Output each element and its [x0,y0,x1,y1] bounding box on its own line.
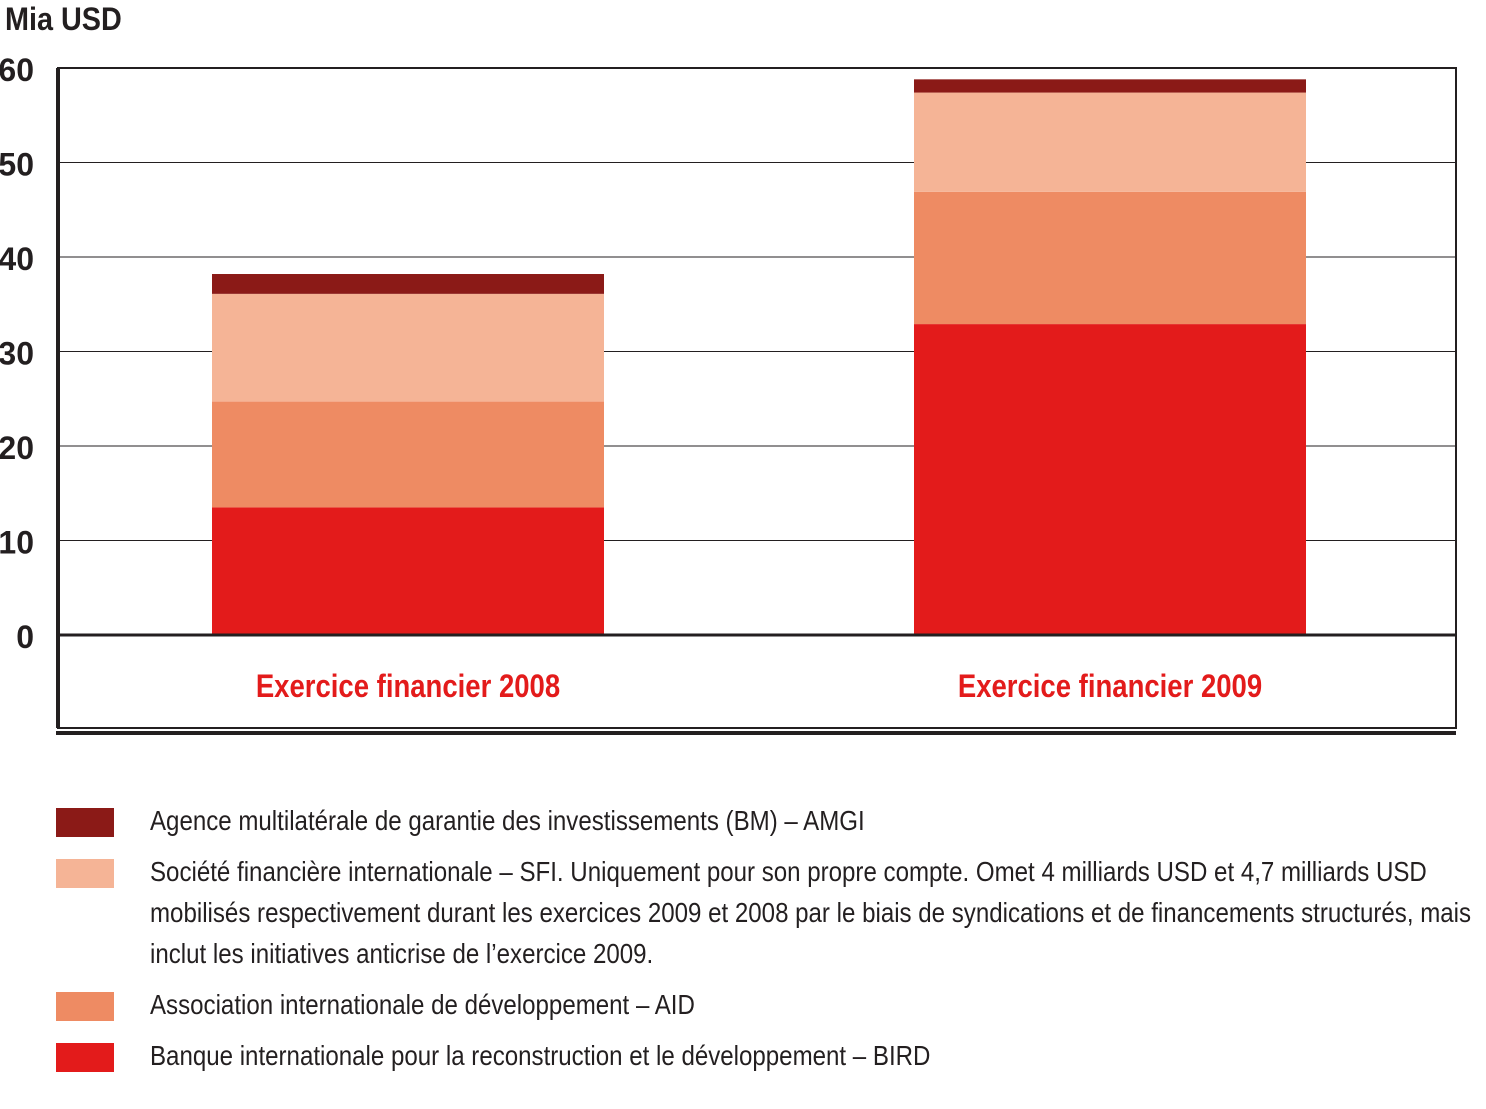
legend-item-aid: Association internationale de développem… [56,984,1476,1025]
y-tick-label: 20 [0,430,34,466]
bar-segment-1-2 [212,401,604,508]
bar-segment-2-2 [914,191,1306,325]
legend-item-amgi: Agence multilatérale de garantie des inv… [56,800,1476,841]
legend-label-bird: Banque internationale pour la reconstruc… [150,1040,931,1071]
category-label: Exercice financier 2009 [958,669,1262,704]
bar-segment-1-3 [212,293,604,402]
y-tick-label: 10 [0,525,34,561]
legend: Agence multilatérale de garantie des inv… [56,800,1476,1086]
y-axis-title: Mia USD [5,2,122,38]
chart-area: Exercice financier 2008 Exercice financie… [0,2,1457,735]
bar-segment-1-4 [212,274,604,294]
y-tick-label: 0 [16,619,34,655]
stacked-bar-chart: Exercice financier 2008 Exercice financie… [0,2,1457,735]
legend-label-sfi: Société financière internationale – SFI.… [150,856,1472,969]
legend-item-bird: Banque internationale pour la reconstruc… [56,1035,1476,1076]
y-tick-label: 60 [0,52,34,88]
bar-segment-2-3 [914,92,1306,192]
bar-segment-2-4 [914,79,1306,93]
y-tick-label: 30 [0,336,34,372]
legend-swatch-bird [56,1043,114,1072]
legend-swatch-aid [56,992,114,1021]
bar-segment-1-1 [212,507,604,635]
y-tick-label: 50 [0,147,34,183]
legend-swatch-amgi [56,808,114,837]
y-tick-label: 40 [0,241,34,277]
bar-segment-2-1 [914,324,1306,635]
category-label: Exercice financier 2008 [256,669,560,704]
legend-swatch-sfi [56,859,114,888]
legend-label-amgi: Agence multilatérale de garantie des inv… [150,805,865,836]
legend-label-aid: Association internationale de développem… [150,989,695,1020]
legend-item-sfi: Société financière internationale – SFI.… [56,851,1476,974]
